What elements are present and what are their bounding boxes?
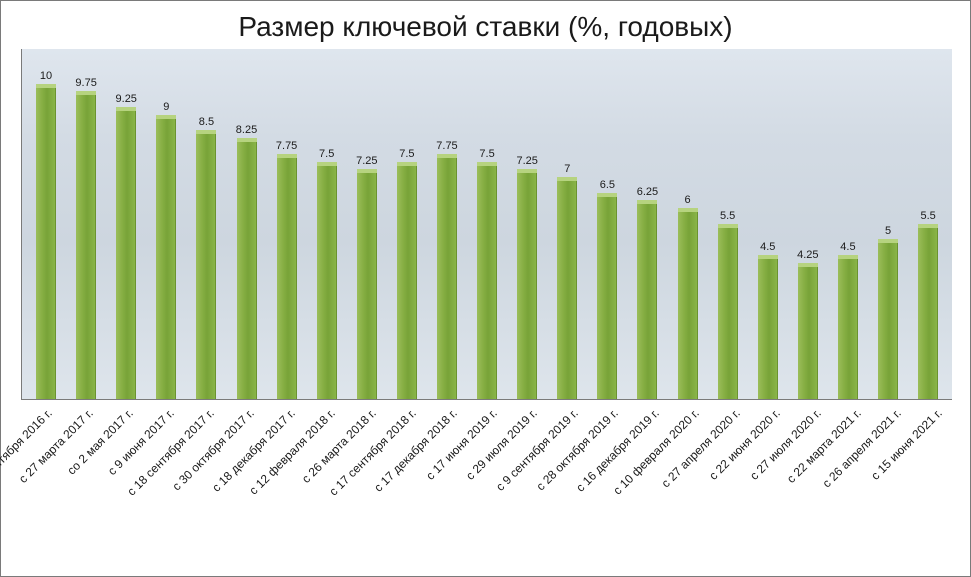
x-axis-label: с 27 апреля 2020 г.: [712, 400, 752, 570]
bar-rect: [597, 193, 617, 399]
bar-rect: [758, 255, 778, 399]
x-axis-label: с 17 сентября 2018 г.: [389, 400, 429, 570]
bar-slot: 4.5: [748, 49, 788, 399]
bar-value-label: 9: [163, 101, 169, 113]
bar-value-label: 7.25: [516, 155, 537, 167]
bar-slot: 7.5: [467, 49, 507, 399]
x-axis-label: с 18 декабря 2017 г.: [268, 400, 308, 570]
plot-area: 10 9.75 9.25 9 8.5 8.25 7.75 7.5 7.25 7.5 7.75 7.5 7…: [21, 49, 952, 400]
bar-value-label: 6.25: [637, 186, 658, 198]
chart-title: Размер ключевой ставки (%, годовых): [15, 11, 956, 43]
bar-rect: [116, 107, 136, 399]
bar-rect: [357, 169, 377, 399]
bar-value-label: 7.5: [319, 148, 334, 160]
bar-rect: [477, 162, 497, 399]
x-axis-label: с 26 апреля 2021 г.: [874, 400, 914, 570]
bar-value-label: 6: [684, 194, 690, 206]
bar-value-label: 7.5: [479, 148, 494, 160]
bar-rect: [557, 177, 577, 399]
bar-slot: 6: [668, 49, 708, 399]
x-axis-label: с 19 сентября 2016 г.: [25, 400, 65, 570]
bar-value-label: 9.25: [116, 93, 137, 105]
bar-value-label: 4.5: [760, 241, 775, 253]
bar-slot: 4.5: [828, 49, 868, 399]
bar-slot: 9: [146, 49, 186, 399]
bar-value-label: 10: [40, 70, 52, 82]
bar-slot: 5.5: [908, 49, 948, 399]
bar-rect: [76, 91, 96, 399]
bar-rect: [878, 239, 898, 399]
bar-value-label: 4.5: [840, 241, 855, 253]
bar-value-label: 6.5: [600, 179, 615, 191]
bar-slot: 7: [547, 49, 587, 399]
bar-rect: [156, 115, 176, 399]
bar-slot: 7.75: [427, 49, 467, 399]
bar-slot: 7.5: [387, 49, 427, 399]
bar-slot: 6.5: [587, 49, 627, 399]
bar-slot: 5: [868, 49, 908, 399]
bar-slot: 10: [26, 49, 66, 399]
x-axis-label: с 10 февраля 2020 г.: [672, 400, 712, 570]
bar-rect: [637, 200, 657, 399]
bar-rect: [196, 130, 216, 399]
bar-value-label: 4.25: [797, 249, 818, 261]
bar-value-label: 7.25: [356, 155, 377, 167]
x-axis-label: с 15 июня 2021 г.: [915, 400, 955, 570]
bar-value-label: 7.75: [276, 140, 297, 152]
bar-value-label: 5: [885, 225, 891, 237]
bar-slot: 5.5: [708, 49, 748, 399]
bar-slot: 9.25: [106, 49, 146, 399]
bar-slot: 9.75: [66, 49, 106, 399]
bar-slot: 7.25: [347, 49, 387, 399]
bar-rect: [678, 208, 698, 399]
x-axis-label: с 17 декабря 2018 г.: [429, 400, 469, 570]
bar-value-label: 9.75: [75, 77, 96, 89]
bar-slot: 6.25: [627, 49, 667, 399]
bar-rect: [277, 154, 297, 399]
bar-value-label: 7.5: [399, 148, 414, 160]
bar-slot: 8.5: [186, 49, 226, 399]
bar-rect: [918, 224, 938, 399]
bar-rect: [838, 255, 858, 399]
bar-rect: [397, 162, 417, 399]
bar-rect: [36, 84, 56, 399]
bar-slot: 8.25: [226, 49, 266, 399]
x-axis-label: с 22 марта 2021 г.: [834, 400, 874, 570]
x-axis-label: с 27 марта 2017 г.: [65, 400, 105, 570]
bar-slot: 7.5: [307, 49, 347, 399]
x-axis-label: с 22 июня 2020 г.: [753, 400, 793, 570]
bar-value-label: 7.75: [436, 140, 457, 152]
key-rate-chart: Размер ключевой ставки (%, годовых) 10 9.…: [0, 0, 971, 577]
bar-slot: 7.25: [507, 49, 547, 399]
bar-slot: 7.75: [267, 49, 307, 399]
x-axis-labels: с 19 сентября 2016 г.с 27 марта 2017 г. с…: [21, 400, 959, 570]
bar-value-label: 7: [564, 163, 570, 175]
bar-rect: [317, 162, 337, 399]
bars-container: 10 9.75 9.25 9 8.5 8.25 7.75 7.5 7.25 7.5 7.75 7.5 7…: [22, 49, 952, 399]
bar-value-label: 5.5: [720, 210, 735, 222]
bar-value-label: 8.5: [199, 116, 214, 128]
bar-slot: 4.25: [788, 49, 828, 399]
bar-rect: [798, 263, 818, 399]
bar-rect: [517, 169, 537, 399]
bar-rect: [237, 138, 257, 399]
bar-value-label: 5.5: [920, 210, 935, 222]
bar-value-label: 8.25: [236, 124, 257, 136]
bar-rect: [718, 224, 738, 399]
bar-rect: [437, 154, 457, 399]
